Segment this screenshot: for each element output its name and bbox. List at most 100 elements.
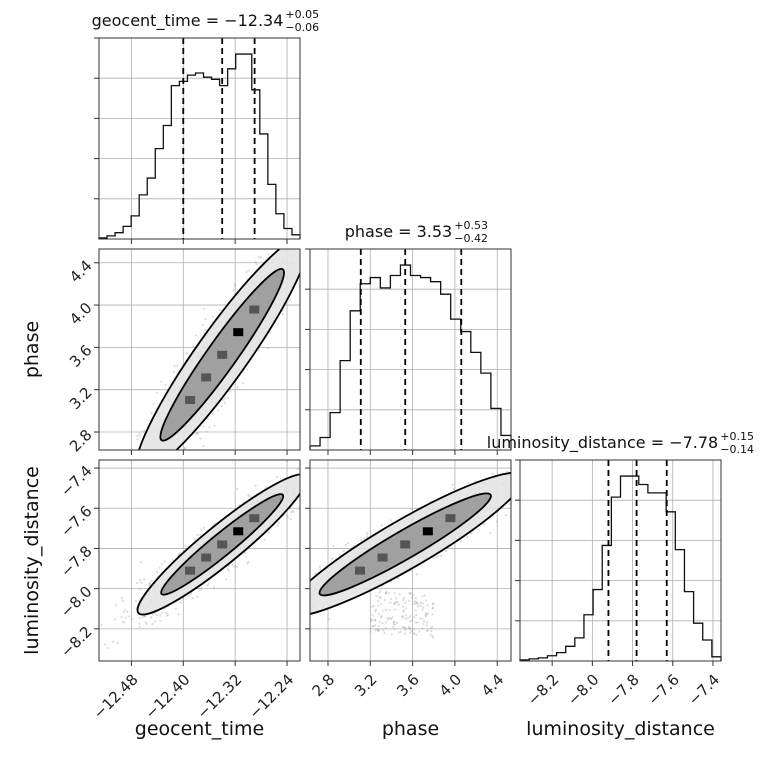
sample-point [134,599,138,603]
sample-point [377,604,380,607]
sample-point [173,452,175,454]
sample-point [179,454,181,456]
sample-point [200,588,203,591]
sample-point [307,224,309,226]
sample-point [173,365,176,368]
sample-point [224,397,227,400]
sample-point [183,447,187,450]
sample-point [404,601,407,604]
sample-point [227,564,231,568]
x-tick-label: 2.8 [309,671,339,701]
sample-point [144,615,147,618]
sample-point [394,601,397,604]
sample-point [389,519,393,522]
density-block [377,553,388,562]
density-block [233,328,244,337]
sample-point [513,510,515,512]
sample-point [157,454,159,456]
sample-point [218,308,221,312]
sample-point [135,468,137,470]
sample-point [159,452,161,454]
sample-point [169,484,171,486]
sample-point [424,614,427,617]
sample-point [336,469,338,471]
density-block [217,350,228,359]
sample-point [379,597,382,600]
sample-point [338,458,340,460]
sample-point [275,646,277,648]
sample-point [150,579,153,583]
sample-point [211,315,214,318]
y-tick-label: −8.2 [57,623,95,661]
sample-point [380,524,383,527]
sample-point [242,636,244,638]
sample-point [283,243,285,245]
sample-point [315,251,317,253]
sample-point [139,487,141,489]
sample-point [381,609,384,612]
sample-point [312,217,314,219]
sample-point [155,391,158,394]
density-block [217,540,228,549]
sample-point [416,621,419,624]
sample-point [418,630,421,633]
sample-point [404,607,408,610]
sample-point [116,491,118,493]
sample-point [123,621,126,624]
sample-point [159,619,162,622]
sample-point [133,482,135,484]
sample-point [426,604,429,607]
sample-point [329,187,331,189]
sample-point [412,602,416,605]
sample-point [137,476,139,478]
sample-point [279,245,281,247]
sample-point [360,539,363,542]
sample-point [129,479,131,481]
sample-point [102,504,104,506]
sample-point [113,618,117,621]
sample-point [422,606,425,609]
x-tick-label: −12.32 [193,671,245,723]
sample-point [402,609,405,612]
sample-point [381,622,384,625]
sample-point [404,626,407,630]
sample-point [270,608,272,610]
sample-point [425,624,428,627]
sample-point [292,609,294,611]
sample-point [517,486,519,488]
panel-frame [309,248,512,451]
histogram-phase [309,264,512,450]
sample-point [425,613,428,616]
sample-point [201,323,204,326]
sample-point [212,586,216,589]
sample-point [540,464,542,466]
sample-point [212,665,214,667]
sample-point [526,492,528,494]
sample-point [245,271,248,274]
sample-point [406,616,410,620]
sample-point [159,453,161,455]
sample-point [160,380,163,383]
sample-point [196,533,199,537]
sample-point [536,489,538,491]
sample-point [316,488,318,490]
title-upper-error: +0.53 [454,219,488,232]
sample-point [537,486,539,488]
sample-point [145,622,148,625]
sample-point [174,607,177,610]
sample-point [203,526,206,529]
sample-point [414,602,418,606]
sample-point [415,614,418,617]
sample-point [409,592,412,595]
sample-point [311,481,313,483]
sample-point [259,613,261,615]
sample-point [286,460,289,463]
sample-point [389,601,392,605]
sample-point [144,620,147,624]
sample-point [413,600,416,603]
sample-point [334,213,336,215]
sample-point [413,632,416,636]
sample-point [532,482,534,484]
sample-point [234,284,237,287]
sample-point [297,582,299,584]
